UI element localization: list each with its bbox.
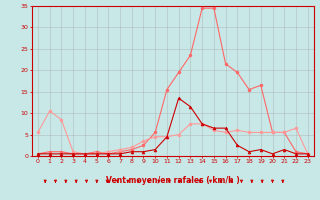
X-axis label: Vent moyen/en rafales ( km/h ): Vent moyen/en rafales ( km/h ) — [106, 176, 240, 185]
